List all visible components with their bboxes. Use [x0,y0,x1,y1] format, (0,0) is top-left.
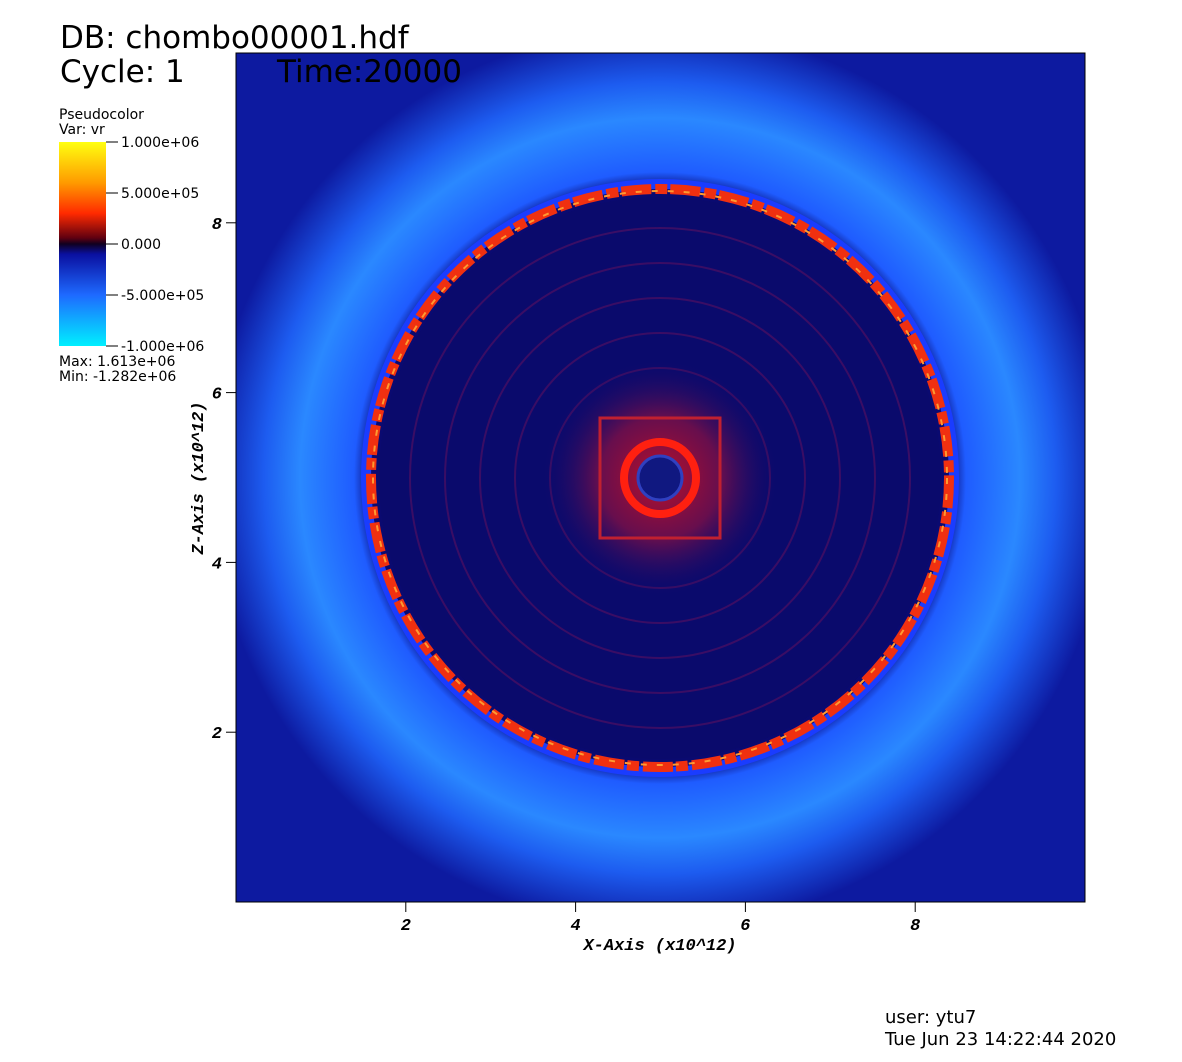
field [236,53,1085,902]
cycle-label: Cycle: 1 [60,54,185,90]
y-axis-label: Z-Axis (x10^12) [190,401,209,555]
x-axis-label: X-Axis (x10^12) [582,937,736,956]
center [636,454,684,502]
footer-date: Tue Jun 23 14:22:44 2020 [884,1029,1116,1050]
legend-title: Pseudocolor [59,107,144,123]
legend-max: Max: 1.613e+06 [59,354,175,370]
inner-ring [620,438,700,518]
colorbar-tick-label: 5.000e+05 [121,186,199,202]
y-tick-label: 4 [212,555,222,574]
x-tick-label: 4 [570,917,580,936]
x-tick-label: 2 [401,917,411,936]
y-tick-label: 6 [212,386,222,405]
shock-ring [366,184,954,772]
colorbar-tick-label: 1.000e+06 [121,135,199,151]
y-tick-label: 8 [212,216,222,235]
colorbar-tick-label: 0.000 [121,237,161,253]
db-label: DB: chombo00001.hdf [60,20,410,56]
refinement-box [598,416,722,540]
x-tick-label: 6 [740,917,750,936]
colorbar [59,142,106,346]
colorbar-tick-label: -1.000e+06 [121,339,204,355]
y-tick-label: 2 [212,725,222,744]
shock-highlight [372,190,948,766]
time-label: Time:20000 [276,54,462,90]
colorbar-tick-label: -5.000e+05 [121,288,204,304]
plot-frame [235,52,1086,903]
x-tick-label: 8 [910,917,920,936]
footer-user: user: ytu7 [885,1007,976,1028]
legend-var: Var: vr [59,122,105,138]
legend-min: Min: -1.282e+06 [59,369,176,385]
